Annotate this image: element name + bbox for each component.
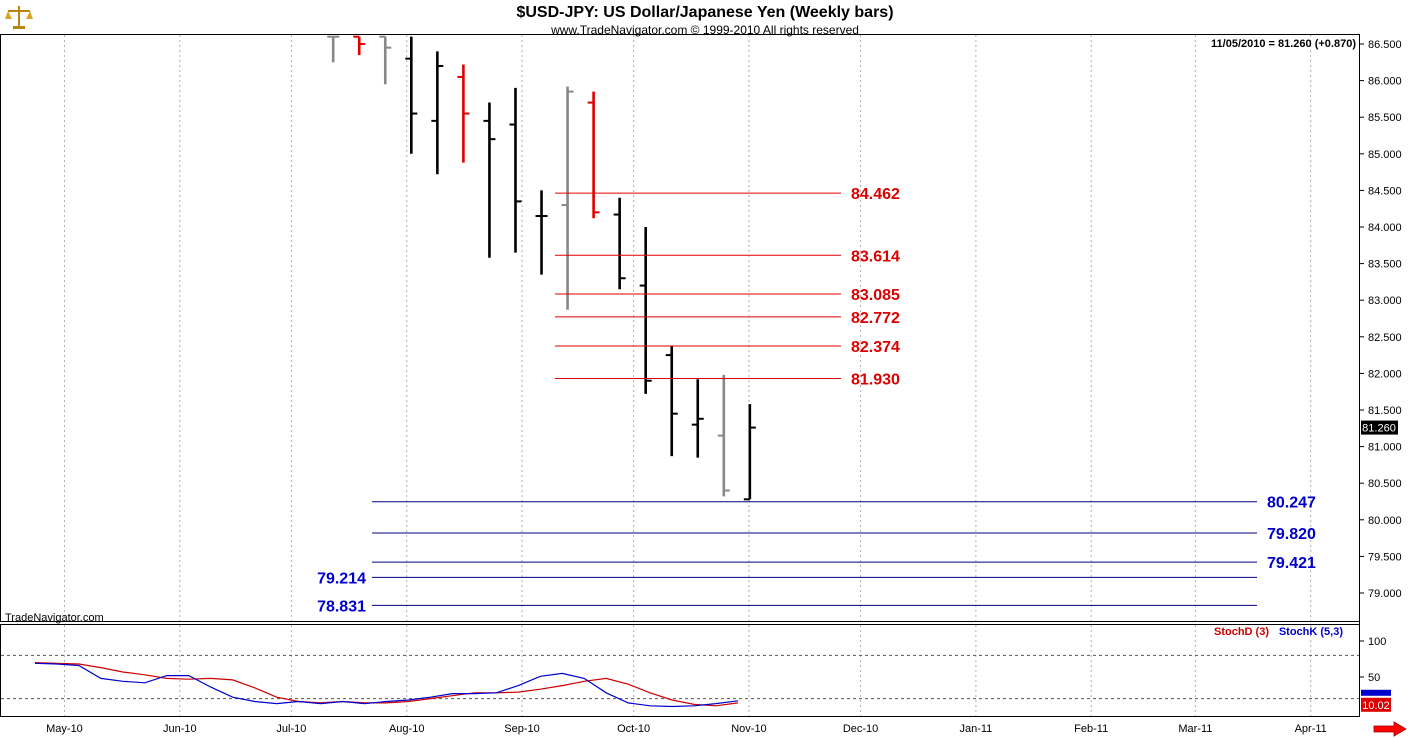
y-tick-label: 86.000: [1368, 76, 1402, 88]
red-arrow-right-icon[interactable]: [1372, 721, 1407, 737]
y-tick-label: 81.500: [1368, 405, 1402, 417]
x-tick-label: May-10: [46, 723, 83, 735]
support-label: 79.214: [317, 570, 366, 587]
resistance-label: 81.930: [851, 372, 900, 389]
current-price-box: [1361, 420, 1398, 435]
x-tick-label: Dec-10: [843, 723, 878, 735]
x-tick-label: Jun-10: [163, 723, 197, 735]
current-price-label: 81.260: [1362, 423, 1396, 435]
y-tick-label: 84.000: [1368, 222, 1402, 234]
stoch-value-label: 10.02: [1362, 700, 1390, 712]
y-tick-label: 84.500: [1368, 185, 1402, 197]
y-tick-label: 82.000: [1368, 368, 1402, 380]
x-tick-label: Oct-10: [617, 723, 650, 735]
price-levels: 84.462 83.614 83.085 82.772 82.374 81.930 80.2…: [317, 186, 1316, 615]
x-tick-label: Jul-10: [276, 723, 306, 735]
y-tick-label: 79.500: [1368, 551, 1402, 563]
x-tick-label: Aug-10: [389, 723, 424, 735]
y-tick-label: 86.500: [1368, 39, 1402, 51]
y-tick-label: 85.000: [1368, 149, 1402, 161]
stochd-line: [34, 662, 739, 707]
watermark: TradeNavigator.com: [5, 612, 104, 624]
y-tick-label: 83.000: [1368, 295, 1402, 307]
resistance-label: 83.614: [851, 248, 900, 265]
stochastic-panel: [0, 624, 1360, 717]
stoch-value-box: [1361, 697, 1391, 712]
support-label: 78.831: [317, 598, 366, 615]
stoch-k-marker: [1361, 689, 1391, 696]
x-tick-label: Mar-11: [1178, 723, 1212, 735]
y-tick-label: 85.500: [1368, 112, 1402, 124]
y-tick-label: 80.000: [1368, 515, 1402, 527]
x-tick-label: Nov-10: [731, 723, 766, 735]
stochk-legend: StochK (5,3): [1279, 626, 1344, 638]
chart-subtitle: www.TradeNavigator.com © 1999-2010 All r…: [550, 23, 859, 37]
x-tick-label: Apr-11: [1295, 723, 1327, 735]
last-quote: 11/05/2010 = 81.260 (+0.870): [1211, 38, 1356, 50]
support-label: 79.820: [1267, 526, 1316, 543]
x-tick-label: Sep-10: [504, 723, 539, 735]
y-tick-label: 80.500: [1368, 478, 1402, 490]
scale-logo-icon[interactable]: [4, 3, 34, 31]
x-tick-label: Jan-11: [959, 723, 992, 735]
ohlc-bars: [327, 35, 756, 501]
stochastic-lines: [34, 662, 739, 708]
vertical-gridlines: [1, 35, 1359, 716]
resistance-label: 82.772: [851, 310, 900, 327]
y-tick-label: 79.000: [1368, 588, 1402, 600]
stochd-legend: StochD (3): [1214, 626, 1269, 638]
time-axis: May-10 Jun-10 Jul-10 Aug-10 Sep-10 Oct-10 Nov-…: [46, 723, 1327, 735]
y-tick-label: 81.000: [1368, 442, 1402, 454]
chart-title: $USD-JPY: US Dollar/Japanese Yen (Weekly…: [516, 4, 893, 21]
y-tick-label: 83.500: [1368, 259, 1402, 271]
price-axis: 86.500 86.000 85.500 85.000 84.500 84.000 83.5…: [1359, 39, 1402, 712]
support-label: 79.421: [1267, 555, 1316, 572]
stoch-y-tick-label: 50: [1368, 672, 1380, 684]
stochk-line: [34, 662, 739, 708]
price-panel: [0, 34, 1360, 622]
stoch-y-tick-label: 100: [1368, 636, 1386, 648]
x-tick-label: Feb-11: [1074, 723, 1108, 735]
resistance-label: 83.085: [851, 287, 900, 304]
support-label: 80.247: [1267, 495, 1316, 512]
y-tick-label: 82.500: [1368, 332, 1402, 344]
resistance-label: 84.462: [851, 186, 900, 203]
resistance-label: 82.374: [851, 339, 900, 356]
